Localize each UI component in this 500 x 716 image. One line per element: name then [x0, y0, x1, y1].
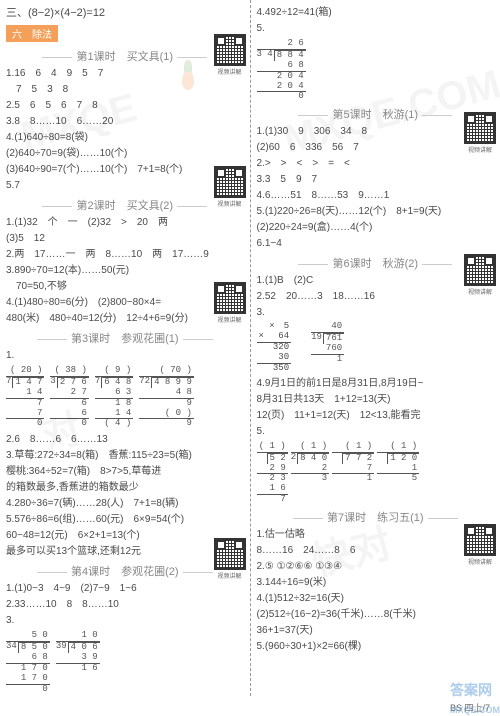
mult-group: × 5 × 64 320 30 350 40 19761 760 1 [257, 322, 495, 373]
answer-line: 8月31日共13天 1+12=13(天) [257, 392, 495, 407]
long-division: ( 1 ) 5 2 2 9 2 3 1 6 7 [257, 442, 288, 505]
qr-code: 视频讲解 [214, 538, 246, 576]
answer-line: 36+1=37(天) [257, 623, 495, 638]
answer-line: 5.576÷86=6(组)……60(元) 6×9=54(个) [6, 512, 244, 527]
long-division: ( 9 ) 76 4 8 6 3 1 8 1 4 ( 4 ) [95, 366, 133, 429]
answer-line: 1.(1)30 9 306 34 8 [257, 124, 495, 139]
lesson-6-title: 第6课时 秋游(2) [257, 255, 495, 271]
answer-line: 4.(1)512÷32=16(天) [257, 591, 495, 606]
qr-code: 视频讲解 [214, 166, 246, 204]
answer-line: 5.(1)220÷26=8(天)……12(个) 8+1=9(天) [257, 204, 495, 219]
longdiv-group: ( 1 ) 5 2 2 9 2 3 1 6 7 ( 1 ) 28 4 0 23 … [257, 442, 495, 505]
answer-line: 4.(1)640÷80=8(袋) [6, 130, 244, 145]
answer-line: 1.16 6 4 9 5 7 [6, 66, 244, 81]
answer-line: 1.(1)0~3 4~9 (2)7~9 1~6 [6, 581, 244, 596]
answer-line: 2.52 20……3 18……16 [257, 289, 495, 304]
answer-line: 5.7 [6, 178, 244, 193]
answer-line: 4.492÷12=41(箱) [257, 5, 495, 20]
answer-line: 3.8 8……10 6……20 [6, 114, 244, 129]
longdiv-group: 2 6 3 48 8 4 6 8 2 0 4 2 0 4 0 [257, 39, 495, 102]
long-division: 40 19761 760 1 [311, 322, 344, 373]
longdiv-group: ( 20 ) 71 4 7 1 4 7 7 0 ( 38 ) 32 7 6 2 … [6, 366, 244, 429]
answer-line: 4.6……51 8……53 9……1 [257, 188, 495, 203]
answer-line: 最多可以买13个篮球,还剩12元 [6, 544, 244, 559]
long-division: 1 0 394 0 6 3 9 1 6 [56, 631, 100, 694]
answer-line: 1. [6, 348, 244, 363]
answer-line: (2)60 6 336 56 7 [257, 140, 495, 155]
answer-line: 3. [257, 305, 495, 320]
answer-line: 1.估一估略 [257, 527, 495, 542]
qr-code: 视频讲解 [214, 282, 246, 320]
answer-line: (2)640÷70=9(袋)……10(个) [6, 146, 244, 161]
answer-line: 2.两 17……一 两 8……10 两 17……9 [6, 247, 244, 262]
lesson-1-title: 第1课时 买文具(1) [6, 48, 244, 64]
answer-line: 6.1~4 [257, 236, 495, 251]
answer-line: (2)220÷24=9(盒)……4(个) [257, 220, 495, 235]
qr-code: 视频讲解 [464, 112, 496, 150]
answer-line: 5. [257, 21, 495, 36]
long-division: ( 1 ) 1 2 0 15 [377, 442, 419, 505]
long-division: ( 38 ) 32 7 6 2 7 6 6 0 [50, 366, 88, 429]
section-tag: 六 除法 [6, 25, 58, 42]
answer-line: 2.5 6 5 6 7 8 [6, 98, 244, 113]
multiplication: × 5 × 64 320 30 350 [257, 322, 292, 373]
answer-line: 70=50,不够 [6, 279, 244, 294]
long-division: ( 70 ) 724 8 9 9 4 8 9 ( 0 ) 9 [139, 366, 194, 429]
lesson-7-title: 第7课时 练习五(1) [257, 509, 495, 525]
long-division: ( 20 ) 71 4 7 1 4 7 7 0 [6, 366, 44, 429]
answer-line: 1.(1)B (2)C [257, 273, 495, 288]
answer-line: (3)640÷90=7(个)……10(个) 7+1=8(个) [6, 162, 244, 177]
answer-line: 4.280÷36=7(辆)……28(人) 7+1=8(辆) [6, 496, 244, 511]
long-division: ( 1 ) 7 7 2 71 [332, 442, 374, 505]
longdiv-group: 5 0 348 5 0 6 8 1 7 0 1 7 0 0 1 0 394 0 … [6, 631, 244, 694]
answer-line: 5. [257, 424, 495, 439]
answer-line: 4.9月1日的前1日是8月31日,8月19日~ [257, 376, 495, 391]
answer-line: 3.144÷16=9(米) [257, 575, 495, 590]
lesson-2-title: 第2课时 买文具(2) [6, 197, 244, 213]
qr-code: 视频讲解 [214, 34, 246, 72]
footer-watermark: 答案网MXQE.COM [450, 680, 500, 716]
long-division: 5 0 348 5 0 6 8 1 7 0 1 7 0 0 [6, 631, 50, 694]
qr-code: 视频讲解 [464, 254, 496, 292]
answer-line: 12(页) 11+1=12(天) 12<13,能看完 [257, 408, 495, 423]
answer-line: 3.草莓:272÷34=8(箱) 香蕉:115÷23=5(箱) [6, 448, 244, 463]
answer-line: 的箱数最多,香蕉进的箱数最少 [6, 480, 244, 495]
answer-line: 4.(1)480÷80=6(分) (2)800−80×4= [6, 295, 244, 310]
answer-line: (3)5 12 [6, 231, 244, 246]
qr-code: 视频讲解 [464, 524, 496, 562]
answer-line: 8……16 24……8 6 [257, 543, 495, 558]
answer-line: 1.(1)32 个 一 (2)32 > 20 两 [6, 215, 244, 230]
answer-line: 2.33……10 8 8……10 [6, 597, 244, 612]
problem-header: 三、(8−2)×(4−2)=12 [6, 4, 244, 20]
answer-line: 7 5 3 8 [6, 82, 244, 97]
answer-line: 3.3 5 9 7 [257, 172, 495, 187]
answer-line: 2.⑤ ①②⑥⑥ ①③④ [257, 559, 495, 574]
right-column: MXQE.COM 快对 4.492÷12=41(箱) 5. 2 6 3 48 8… [251, 0, 500, 696]
answer-line: (2)512÷(16−2)=36(千米)……8(千米) [257, 607, 495, 622]
lesson-3-title: 第3课时 参观花圃(1) [6, 330, 244, 346]
answer-line: 2.> > < > = < [257, 156, 495, 171]
long-division: 2 6 3 48 8 4 6 8 2 0 4 2 0 4 0 [257, 39, 306, 102]
answer-line: 5.(960÷30+1)×2=66(棵) [257, 639, 495, 654]
left-column: MXQE 对 三、(8−2)×(4−2)=12 六 除法 第1课时 买文具(1)… [0, 0, 251, 696]
long-division: ( 1 ) 28 4 0 23 [291, 442, 329, 505]
answer-line: 3.890÷70=12(本)……50(元) [6, 263, 244, 278]
answer-line: 480(米) 480÷40=12(分) 12÷4+6=9(分) [6, 311, 244, 326]
lesson-4-title: 第4课时 参观花圃(2) [6, 563, 244, 579]
carrot-watermark [176, 60, 200, 90]
lesson-5-title: 第5课时 秋游(1) [257, 106, 495, 122]
answer-line: 2.6 8……6 6……13 [6, 432, 244, 447]
answer-line: 樱桃:364÷52=7(箱) 8>7>5,草莓进 [6, 464, 244, 479]
answer-line: 3. [6, 613, 244, 628]
answer-line: 60−48=12(元) 6×2+1=13(个) [6, 528, 244, 543]
